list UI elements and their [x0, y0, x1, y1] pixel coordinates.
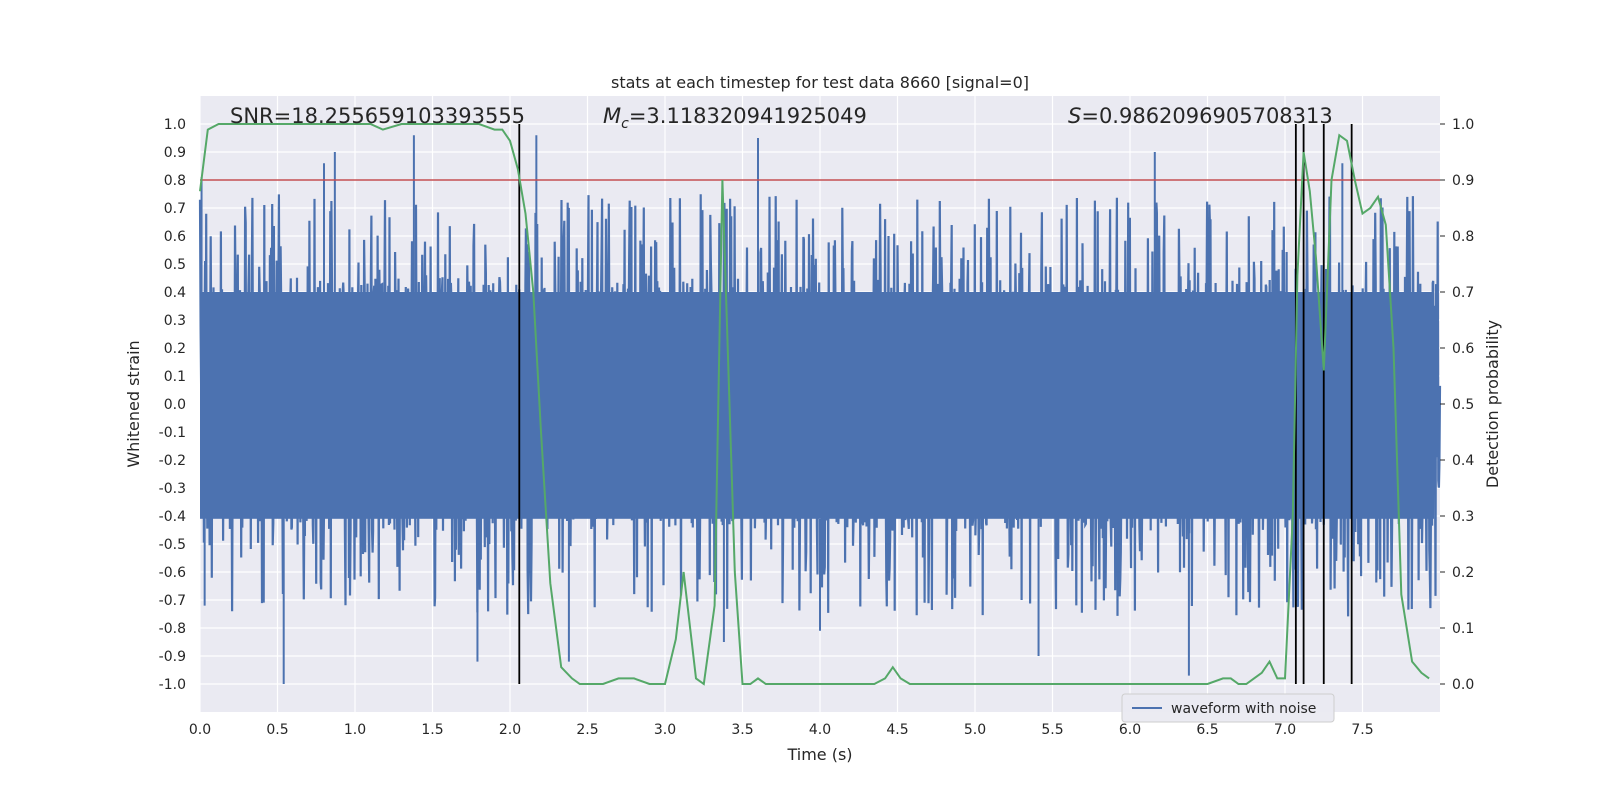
y-tick-label: -0.6 — [159, 565, 186, 581]
s-value: =0.9862096905708313 — [1081, 104, 1332, 128]
y-tick-label: 0.3 — [164, 313, 186, 329]
tick-labels: 0.0 0.5 1.0 1.5 2.0 2.5 3.0 3.5 4.0 4.5 5.0 5.5 6.0 6… — [159, 117, 1475, 738]
x-tick-label: 1.0 — [344, 722, 366, 738]
y2-tick-label: 0.0 — [1452, 677, 1474, 693]
y-tick-label: -0.2 — [159, 453, 186, 469]
y-tick-label: -0.8 — [159, 621, 186, 637]
mc-annotation: Mc=3.118320941925049 — [603, 104, 867, 132]
x-tick-label: 3.0 — [654, 722, 676, 738]
y-tick-label: 0.7 — [164, 201, 186, 217]
y-tick-label: -0.1 — [159, 425, 186, 441]
y2-tick-label: 0.7 — [1452, 285, 1474, 301]
x-tick-label: 6.5 — [1196, 722, 1218, 738]
y-tick-label: -0.5 — [159, 537, 186, 553]
x-tick-label: 7.0 — [1274, 722, 1296, 738]
y2-axis-label: Detection probability — [1483, 320, 1502, 488]
legend-box — [1121, 693, 1335, 723]
y-tick-label: 1.0 — [164, 117, 186, 133]
y2-tick-label: 0.3 — [1452, 509, 1474, 525]
y-tick-label: -0.9 — [159, 649, 186, 665]
x-tick-label: 0.0 — [189, 722, 211, 738]
y-tick-label: 0.0 — [164, 397, 186, 413]
y2-tick-label: 0.1 — [1452, 621, 1474, 637]
legend-label: waveform with noise — [1171, 701, 1316, 717]
y-tick-label: 0.5 — [164, 257, 186, 273]
y-tick-label: -0.7 — [159, 593, 186, 609]
y2-tick-label: 0.6 — [1452, 341, 1474, 357]
y-tick-label: 0.1 — [164, 369, 186, 385]
x-tick-label: 5.0 — [964, 722, 986, 738]
y-tick-label: 0.6 — [164, 229, 186, 245]
y-tick-label: 0.2 — [164, 341, 186, 357]
y-axis-label: Whitened strain — [124, 340, 143, 467]
y-tick-label: -0.3 — [159, 481, 186, 497]
x-tick-label: 4.5 — [886, 722, 908, 738]
legend: waveform with noise — [1121, 693, 1335, 723]
x-axis-label: Time (s) — [786, 745, 852, 764]
x-tick-label: 1.5 — [421, 722, 443, 738]
x-tick-label: 2.0 — [499, 722, 521, 738]
y2-tick-label: 0.9 — [1452, 173, 1474, 189]
waveform-series — [198, 135, 1442, 684]
x-tick-label: 3.5 — [731, 722, 753, 738]
y-tick-label: 0.8 — [164, 173, 186, 189]
y2-tick-label: 0.2 — [1452, 565, 1474, 581]
y2-tick-label: 0.5 — [1452, 397, 1474, 413]
x-tick-label: 6.0 — [1119, 722, 1141, 738]
y-tick-label: 0.9 — [164, 145, 186, 161]
s-annotation: S=0.9862096905708313 — [1068, 104, 1333, 128]
mc-symbol: M — [603, 104, 621, 128]
y2-tick-label: 0.4 — [1452, 453, 1474, 469]
x-tick-label: 7.5 — [1351, 722, 1373, 738]
y2-tick-label: 1.0 — [1452, 117, 1474, 133]
mc-subscript: c — [621, 116, 629, 132]
y-tick-label: -1.0 — [159, 677, 186, 693]
y-tick-label: 0.4 — [164, 285, 186, 301]
chart-title: stats at each timestep for test data 866… — [611, 73, 1029, 92]
probability-series — [199, 123, 1430, 686]
mc-value: =3.118320941925049 — [629, 104, 867, 128]
x-tick-label: 4.0 — [809, 722, 831, 738]
y-tick-label: -0.4 — [159, 509, 186, 525]
s-symbol: S — [1068, 104, 1081, 128]
snr-annotation: SNR=18.255659103393555 — [230, 104, 525, 128]
waveform-band — [200, 292, 1434, 519]
x-tick-label: 5.5 — [1041, 722, 1063, 738]
x-tick-label: 2.5 — [576, 722, 598, 738]
x-tick-label: 0.5 — [266, 722, 288, 738]
y2-tick-label: 0.8 — [1452, 229, 1474, 245]
probability-line — [199, 123, 1430, 686]
